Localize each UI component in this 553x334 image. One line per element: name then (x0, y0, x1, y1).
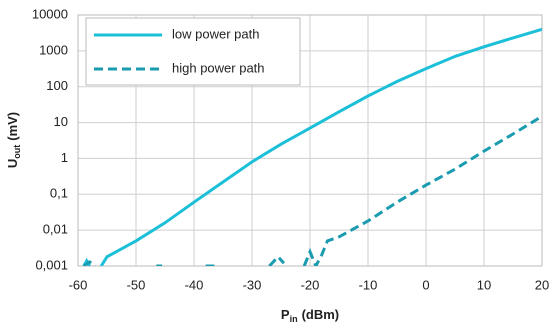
x-tick-label: -50 (127, 277, 146, 292)
x-tick-label: -40 (185, 277, 204, 292)
y-axis-label: Uout (mV) (5, 112, 22, 168)
legend-box (85, 17, 301, 86)
plot-border (77, 14, 543, 267)
plot-lines (82, 27, 542, 266)
x-tick-label: 0 (422, 277, 429, 292)
x-tick-label: 20 (535, 277, 549, 292)
x-tick-label: 10 (477, 277, 491, 292)
x-tick-label: -60 (69, 277, 88, 292)
x-label-main: P (281, 307, 290, 322)
y-tick-label: 0,001 (35, 257, 68, 272)
y-tick-label: 100 (46, 78, 68, 93)
y-label-unit: (mV) (5, 112, 20, 141)
y-label-sub: out (12, 145, 22, 159)
x-label-sub: in (290, 314, 298, 324)
x-label-unit: (dBm) (302, 307, 340, 322)
legend-label: low power path (172, 26, 259, 41)
y-label-main: U (5, 159, 20, 168)
y-tick-label: 10000 (32, 6, 68, 21)
x-tick-label: -30 (243, 277, 262, 292)
series-line (82, 115, 542, 266)
x-axis-label: Pin (dBm) (281, 307, 339, 324)
y-tick-label: 1 (61, 150, 68, 165)
x-tick-label: -20 (301, 277, 320, 292)
y-tick-label: 0,1 (50, 186, 68, 201)
x-tick-label: -10 (359, 277, 378, 292)
y-tick-label: 10 (54, 114, 68, 129)
legend-label: high power path (172, 60, 265, 75)
y-tick-label: 1000 (39, 42, 68, 57)
y-tick-label: 0,01 (43, 222, 68, 237)
